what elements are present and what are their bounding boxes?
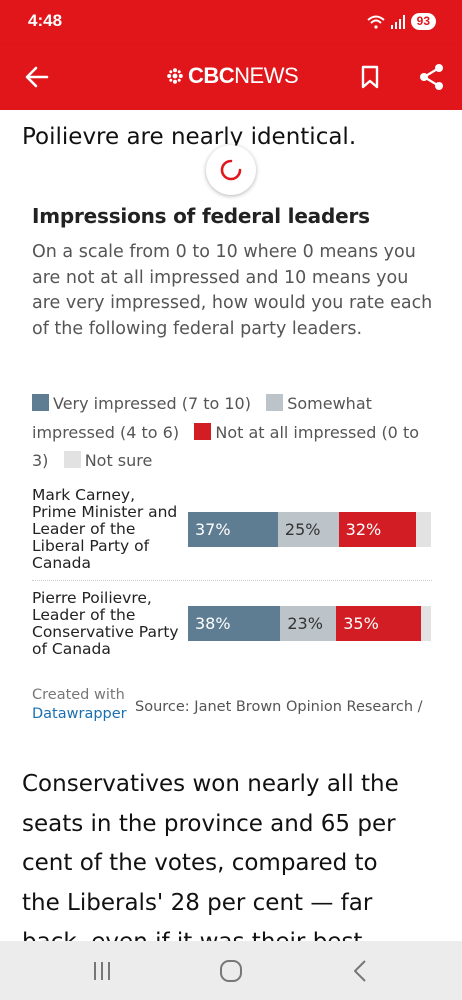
status-bar: 4:48 93 [0, 0, 462, 44]
signal-icon [390, 14, 405, 29]
legend-swatch [194, 422, 212, 440]
bar-segment-not-sure [416, 512, 431, 547]
article-body: Conservatives won nearly all the seats i… [22, 765, 442, 963]
recent-apps-icon[interactable] [88, 957, 116, 985]
system-nav-bar [0, 941, 462, 1000]
chart-title: Impressions of federal leaders [32, 204, 370, 228]
chart-legend: Very impressed (7 to 10) Somewhat impres… [32, 390, 432, 476]
bar-segment-not-at-all-impressed: 35% [336, 606, 422, 641]
loading-spinner [206, 145, 256, 195]
row-label-carney: Mark Carney, Prime Minister and Leader o… [32, 486, 178, 572]
legend-item-somewhat-impressed: Somewhat impressed (4 to 6) [32, 394, 372, 442]
article-line: the Liberals' 28 per cent — far [22, 889, 373, 916]
wifi-icon [366, 15, 385, 29]
logo-text: CBCNEWS [188, 63, 299, 88]
legend-swatch [63, 451, 81, 468]
bar-segment-not-sure [421, 606, 431, 641]
bar-row-poilievre: 38% 23% 35% [188, 606, 431, 641]
legend-swatch [266, 394, 284, 411]
spinner-icon [220, 159, 242, 181]
status-time: 4:48 [28, 11, 63, 30]
bar-segment-very-impressed: 37% [188, 512, 278, 547]
bar-segment-somewhat-impressed: 25% [277, 512, 339, 547]
bookmark-icon[interactable] [357, 62, 383, 92]
battery-indicator: 93 [410, 13, 436, 30]
bar-segment-very-impressed: 38% [188, 606, 281, 641]
article-line: Conservatives won nearly all the [22, 771, 399, 797]
chart-description: On a scale from 0 to 10 where 0 means yo… [32, 242, 433, 339]
legend-item-not-sure: Not sure [63, 451, 152, 470]
credit-created-with: Created with [32, 687, 125, 703]
bar-segment-not-at-all-impressed: 32% [338, 512, 417, 547]
bar-segment-somewhat-impressed: 23% [280, 606, 337, 641]
cbc-gem-icon [167, 68, 183, 84]
chart-credit: Created with Datawrapper [32, 686, 127, 724]
chart-source: Source: Janet Brown Opinion Research / [135, 699, 423, 715]
article-paragraph-fragment: Poilievre are nearly identical. [22, 124, 357, 150]
back-nav-icon[interactable] [347, 957, 375, 985]
article-line: seats in the province and 65 per [22, 810, 396, 837]
legend-swatch [32, 394, 49, 411]
bar-row-carney: 37% 25% 32% [188, 512, 431, 547]
home-icon[interactable] [217, 957, 245, 985]
cbc-news-logo: CBCNEWS [167, 63, 299, 89]
app-bar: CBCNEWS [0, 44, 462, 110]
chart-header: Impressions of federal leaders On a scal… [32, 204, 442, 342]
status-icons: 93 [366, 13, 436, 30]
legend-item-very-impressed: Very impressed (7 to 10) [32, 394, 261, 413]
share-icon[interactable] [417, 62, 447, 92]
row-divider [32, 580, 432, 581]
datawrapper-link[interactable]: Datawrapper [32, 706, 127, 722]
legend-item-not-at-all-impressed: Not at all impressed (0 to 3) [32, 422, 420, 470]
article-line: cent of the votes, compared to [22, 850, 378, 876]
scroll-clip [0, 110, 462, 122]
row-label-poilievre: Pierre Poilievre, Leader of the Conserva… [32, 589, 179, 658]
back-arrow-icon[interactable] [22, 62, 52, 92]
